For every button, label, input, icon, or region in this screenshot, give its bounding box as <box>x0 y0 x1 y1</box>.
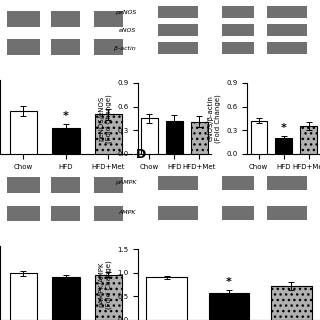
Bar <box>267 42 307 54</box>
Bar <box>267 24 307 36</box>
Bar <box>158 42 198 54</box>
Bar <box>300 126 317 154</box>
Bar <box>52 276 80 320</box>
Bar <box>209 292 249 320</box>
Bar <box>52 128 80 154</box>
Text: AMPK: AMPK <box>119 211 136 215</box>
Bar <box>10 111 37 154</box>
Bar <box>158 206 198 220</box>
Bar <box>267 6 307 18</box>
Bar <box>10 273 37 320</box>
Bar <box>95 275 122 320</box>
Text: peNOS: peNOS <box>115 10 136 14</box>
Bar <box>95 114 122 154</box>
Bar <box>93 39 123 55</box>
Bar <box>52 177 80 193</box>
Bar <box>93 177 123 193</box>
Bar <box>222 6 254 18</box>
Bar <box>222 24 254 36</box>
Bar <box>267 206 307 220</box>
Bar <box>271 286 312 320</box>
Bar <box>52 206 80 221</box>
Text: β-actin: β-actin <box>115 45 136 51</box>
Bar <box>166 121 182 154</box>
Bar <box>222 176 254 190</box>
Bar <box>191 122 207 154</box>
Bar <box>276 138 292 154</box>
Y-axis label: eNOS/β-actin
(Fold Change): eNOS/β-actin (Fold Change) <box>207 94 221 143</box>
Bar <box>52 11 80 27</box>
Bar <box>222 42 254 54</box>
Bar <box>93 11 123 27</box>
Bar <box>7 39 40 55</box>
Y-axis label: peNOS/eNOS
(Fold Change): peNOS/eNOS (Fold Change) <box>98 94 111 143</box>
Bar <box>93 206 123 221</box>
Text: D: D <box>136 148 147 161</box>
Bar <box>158 176 198 190</box>
Y-axis label: pAMPK/AMPK
(Fold Change): pAMPK/AMPK (Fold Change) <box>98 260 111 309</box>
Bar <box>7 177 40 193</box>
Bar <box>251 121 267 154</box>
Text: *: * <box>281 123 286 132</box>
Bar <box>7 11 40 27</box>
Bar <box>158 6 198 18</box>
Bar <box>52 39 80 55</box>
Text: *: * <box>226 277 232 287</box>
Bar <box>141 118 157 154</box>
Bar <box>7 206 40 221</box>
Bar <box>267 176 307 190</box>
Bar <box>222 206 254 220</box>
Bar <box>146 277 187 320</box>
Bar <box>158 24 198 36</box>
Text: *: * <box>63 111 69 121</box>
Text: pAMPK: pAMPK <box>115 180 136 186</box>
Text: eNOS: eNOS <box>119 28 136 33</box>
